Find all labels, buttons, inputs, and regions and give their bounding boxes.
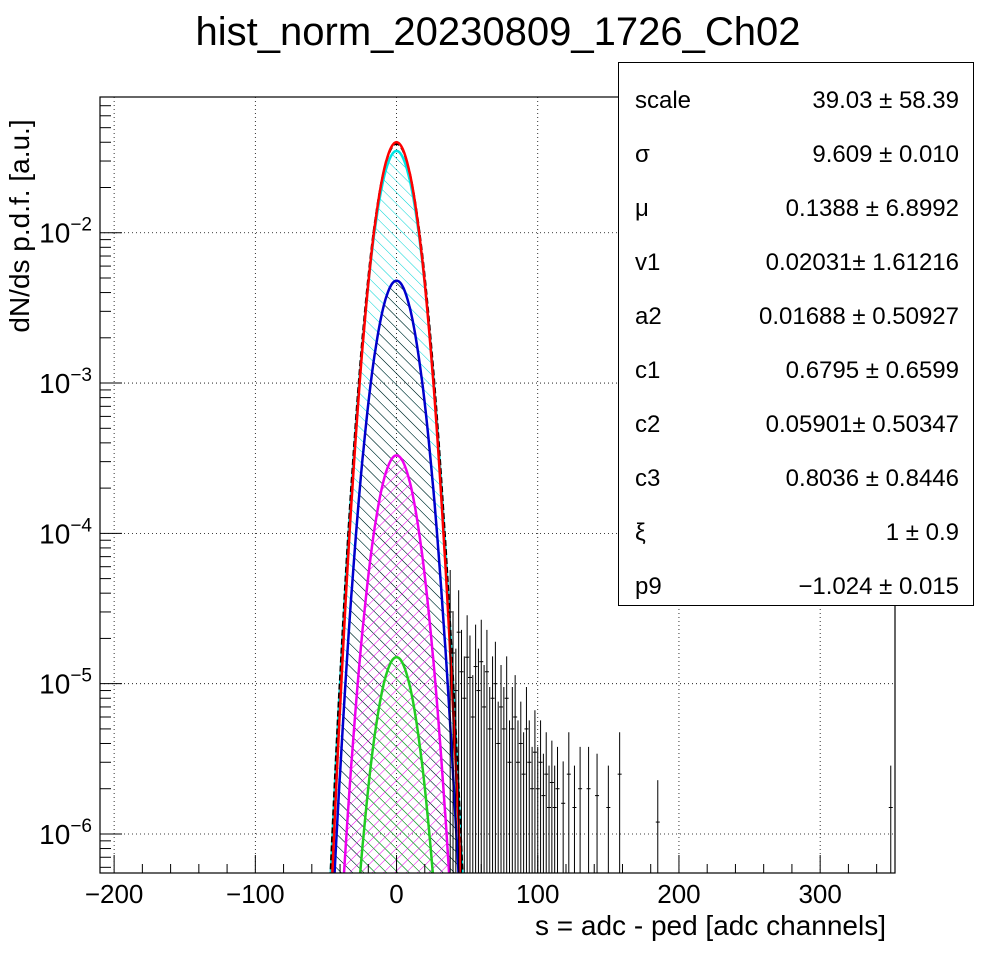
stat-name: a2 bbox=[635, 303, 662, 330]
x-tick-label: 0 bbox=[389, 879, 403, 909]
y-tick-label: 10−3 bbox=[39, 365, 92, 399]
axis-ticks bbox=[100, 96, 878, 873]
stat-name: ξ bbox=[635, 519, 646, 546]
x-axis-label: s = adc - ped [adc channels] bbox=[535, 910, 886, 941]
stat-value: 1 ± 0.9 bbox=[885, 519, 959, 546]
y-tick-label: 10−2 bbox=[39, 215, 92, 249]
stat-name: c2 bbox=[635, 411, 661, 438]
stat-name: v1 bbox=[635, 249, 661, 276]
stats-row: v1 0.02031± 1.61216 bbox=[619, 235, 975, 289]
stat-name: c1 bbox=[635, 357, 661, 384]
tick-labels: −200 −100 0 100 200 300 10−6 10−5 10−4 10−3 10−2 bbox=[39, 215, 842, 909]
x-tick-label: 100 bbox=[516, 879, 559, 909]
stats-row: p9 −1.024 ± 0.015 bbox=[619, 559, 975, 613]
x-tick-label: −100 bbox=[226, 879, 285, 909]
stat-name: μ bbox=[635, 195, 649, 222]
stat-name: p9 bbox=[635, 573, 662, 600]
stats-row: ξ 1 ± 0.9 bbox=[619, 505, 975, 559]
stats-row: c3 0.8036 ± 0.8446 bbox=[619, 451, 975, 505]
stat-value: 9.609 ± 0.010 bbox=[812, 141, 959, 168]
histogram-tail bbox=[448, 570, 893, 873]
stats-row: scale 39.03 ± 58.39 bbox=[619, 73, 975, 127]
x-tick-label: 200 bbox=[657, 879, 700, 909]
y-tick-label: 10−5 bbox=[39, 666, 92, 700]
stats-row: c1 0.6795 ± 0.6599 bbox=[619, 343, 975, 397]
stats-row: σ 9.609 ± 0.010 bbox=[619, 127, 975, 181]
y-tick-label: 10−6 bbox=[39, 816, 92, 850]
stat-value: 0.02031± 1.61216 bbox=[765, 249, 959, 276]
stat-name: c3 bbox=[635, 465, 661, 492]
y-tick-label: 10−4 bbox=[39, 515, 92, 549]
stats-row: μ 0.1388 ± 6.8992 bbox=[619, 181, 975, 235]
fit-component-curve bbox=[358, 655, 435, 873]
stat-value: 0.1388 ± 6.8992 bbox=[785, 195, 959, 222]
y-axis-label: dN/ds p.d.f. [a.u.] bbox=[4, 119, 35, 333]
x-tick-label: −200 bbox=[85, 879, 144, 909]
stat-value: 39.03 ± 58.39 bbox=[812, 87, 959, 114]
stat-value: 0.6795 ± 0.6599 bbox=[785, 357, 959, 384]
stat-value: 0.01688 ± 0.50927 bbox=[758, 303, 959, 330]
stat-value: −1.024 ± 0.015 bbox=[798, 573, 959, 600]
stats-row: c2 0.05901± 0.50347 bbox=[619, 397, 975, 451]
stat-value: 0.8036 ± 0.8446 bbox=[785, 465, 959, 492]
fit-curves bbox=[329, 140, 464, 873]
stat-name: σ bbox=[635, 141, 650, 168]
chart-title: hist_norm_20230809_1726_Ch02 bbox=[195, 10, 801, 54]
stats-row: a2 0.01688 ± 0.50927 bbox=[619, 289, 975, 343]
stat-value: 0.05901± 0.50347 bbox=[765, 411, 959, 438]
fit-stats-box: scale 39.03 ± 58.39 σ 9.609 ± 0.010 μ 0.138… bbox=[618, 62, 974, 606]
x-tick-label: 300 bbox=[798, 879, 841, 909]
stat-name: scale bbox=[635, 87, 692, 114]
